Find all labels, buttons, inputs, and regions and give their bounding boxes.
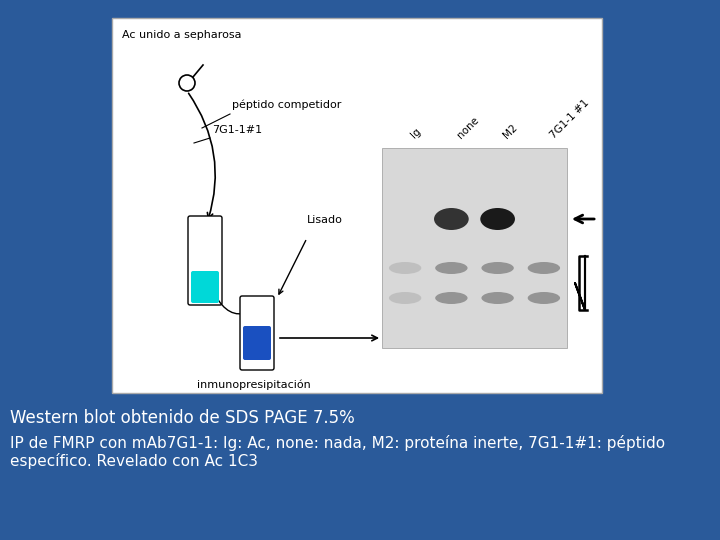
FancyArrowPatch shape [218,300,253,314]
Text: Western blot obtenido de SDS PAGE 7.5%: Western blot obtenido de SDS PAGE 7.5% [10,409,355,427]
Text: Lisado: Lisado [307,215,343,225]
Ellipse shape [389,262,421,274]
Ellipse shape [179,75,195,91]
Ellipse shape [528,292,560,304]
FancyArrowPatch shape [189,93,215,219]
FancyBboxPatch shape [243,326,271,360]
FancyArrowPatch shape [575,215,594,223]
Ellipse shape [480,208,515,230]
Text: none: none [455,114,481,140]
Text: específico. Revelado con Ac 1C3: específico. Revelado con Ac 1C3 [10,453,258,469]
Text: Ac unido a sepharosa: Ac unido a sepharosa [122,30,241,40]
Text: 7G1-1#1: 7G1-1#1 [212,125,262,135]
Text: Ig: Ig [409,126,423,140]
FancyArrowPatch shape [279,240,306,294]
Ellipse shape [435,262,467,274]
FancyArrowPatch shape [280,335,377,341]
FancyBboxPatch shape [240,296,274,370]
Bar [112,18,602,393]
Ellipse shape [389,292,421,304]
Text: péptido competidor: péptido competidor [232,99,341,110]
Text: IP de FMRP con mAb7G1-1: Ig: Ac, none: nada, M2: proteína inerte, 7G1-1#1: pépti: IP de FMRP con mAb7G1-1: Ig: Ac, none: n… [10,435,665,451]
Text: 7G1-1 #1: 7G1-1 #1 [548,97,590,140]
Ellipse shape [434,208,469,230]
Ellipse shape [528,262,560,274]
Text: inmunopresipitación: inmunopresipitación [197,380,311,390]
Ellipse shape [482,262,514,274]
Ellipse shape [482,292,514,304]
Bar [382,148,567,348]
FancyBboxPatch shape [191,271,219,303]
Ellipse shape [435,292,467,304]
Text: M2: M2 [502,122,520,140]
FancyBboxPatch shape [188,216,222,305]
